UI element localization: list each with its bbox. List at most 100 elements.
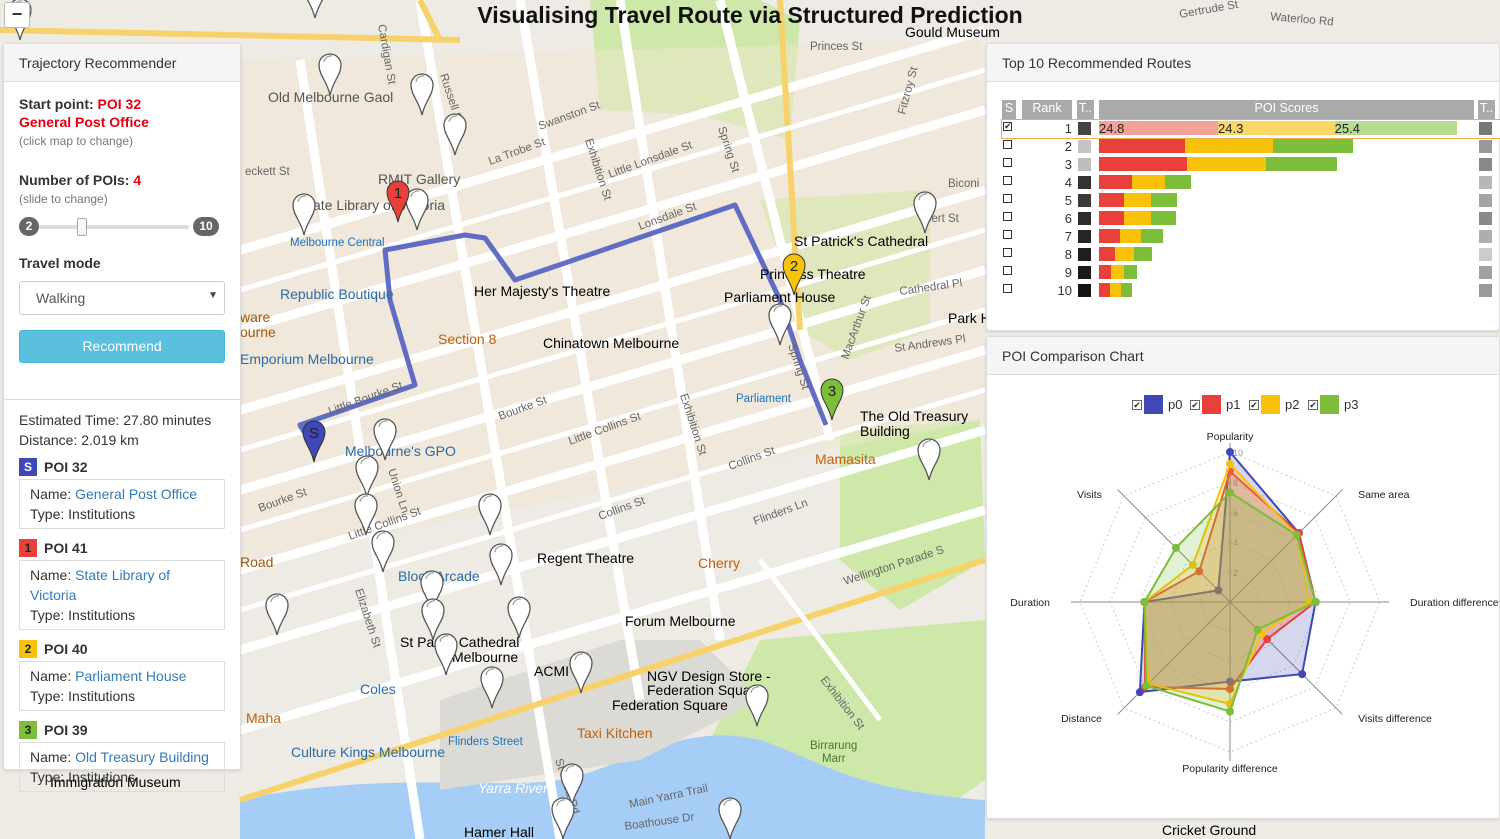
radar-axis-label: Duration difference: [1410, 597, 1499, 609]
legend-swatch: [1202, 395, 1221, 414]
route-marker-icon[interactable]: 2: [782, 253, 806, 296]
route-checkbox[interactable]: [1003, 248, 1012, 257]
header-rank[interactable]: Rank: [1022, 100, 1072, 120]
route-rank: 3: [1064, 157, 1072, 172]
route-row[interactable]: 9: [1002, 264, 1500, 282]
route-checkbox[interactable]: [1003, 284, 1012, 293]
route-marker-icon[interactable]: 3: [820, 378, 844, 421]
legend-checkbox[interactable]: ✔: [1308, 399, 1318, 410]
map-marker-icon[interactable]: [507, 596, 531, 639]
route-total-swatch: [1479, 158, 1492, 171]
route-checkbox[interactable]: [1003, 212, 1012, 221]
route-row[interactable]: 8: [1002, 246, 1500, 264]
poi-score-bar: [1111, 265, 1125, 279]
map-marker-icon[interactable]: [480, 666, 504, 709]
map-marker-icon[interactable]: [318, 53, 342, 96]
route-checkbox[interactable]: [1003, 266, 1012, 275]
header-select[interactable]: S: [1002, 100, 1016, 120]
radar-point: [1226, 685, 1234, 693]
poi-marker-badge: 1: [19, 539, 37, 557]
legend-item[interactable]: ✔ p2: [1249, 395, 1299, 414]
header-t1[interactable]: T..: [1077, 100, 1094, 120]
route-row[interactable]: 7: [1002, 228, 1500, 246]
svg-text:Gould Museum: Gould Museum: [905, 24, 1000, 40]
map-marker-icon[interactable]: [489, 543, 513, 586]
legend-item[interactable]: ✔ p0: [1132, 395, 1182, 414]
header-t2[interactable]: T..: [1478, 100, 1495, 120]
route-row[interactable]: 4: [1002, 174, 1500, 192]
route-row[interactable]: 5: [1002, 192, 1500, 210]
route-row[interactable]: 10: [1002, 282, 1500, 300]
map-marker-icon[interactable]: [371, 530, 395, 573]
grey-poi-markers[interactable]: [8, 0, 941, 839]
route-checkbox[interactable]: [1003, 176, 1012, 185]
poi-name-link[interactable]: State Library of Victoria: [30, 567, 171, 603]
recommend-button[interactable]: Recommend: [19, 330, 225, 363]
route-checkbox[interactable]: [1003, 158, 1012, 167]
legend-item[interactable]: ✔ p1: [1190, 395, 1240, 414]
route-checkbox[interactable]: [1003, 194, 1012, 203]
radar-point: [1298, 670, 1307, 679]
route-marker-icon[interactable]: 1: [386, 180, 410, 223]
poi-name-link[interactable]: General Post Office: [75, 486, 198, 502]
travel-mode-select[interactable]: Walking ▼: [19, 281, 225, 315]
map-marker-icon[interactable]: [560, 763, 584, 806]
route-marker-icon[interactable]: S: [302, 420, 326, 463]
route-row[interactable]: ✔ 1 24.8 24.3 25.4: [1001, 119, 1500, 139]
map-marker-icon[interactable]: [405, 188, 429, 231]
map-marker-icon[interactable]: [410, 73, 434, 116]
poi-type-label: Type:: [30, 607, 65, 623]
num-pois-slider[interactable]: 2 10: [19, 216, 225, 238]
poi-score-bar: [1099, 247, 1115, 261]
map-marker-icon[interactable]: [718, 797, 742, 839]
route-checkbox[interactable]: [1003, 140, 1012, 149]
route-time-swatch: [1078, 140, 1091, 153]
map-marker-icon[interactable]: [443, 113, 467, 156]
map-marker-icon[interactable]: [355, 455, 379, 498]
route-checkbox[interactable]: ✔: [1003, 121, 1012, 131]
radar-point: [1171, 543, 1180, 552]
map-marker-icon[interactable]: [420, 570, 444, 613]
slider-handle[interactable]: [77, 218, 87, 236]
legend-checkbox[interactable]: ✔: [1132, 399, 1142, 410]
legend-checkbox[interactable]: ✔: [1190, 399, 1200, 410]
radar-axis-label: Popularity: [1207, 431, 1254, 443]
poi-name-link[interactable]: Old Treasury Building: [75, 749, 209, 765]
map-marker-icon[interactable]: [551, 797, 575, 839]
poi-type-label: Type:: [30, 769, 65, 785]
map-marker-icon[interactable]: [478, 493, 502, 536]
map-marker-icon[interactable]: [768, 303, 792, 346]
map-marker-icon[interactable]: [569, 651, 593, 694]
map-marker-icon[interactable]: [354, 493, 378, 536]
map-marker-icon[interactable]: [304, 0, 326, 19]
zoom-out-button[interactable]: −: [4, 2, 30, 28]
poi-name-label: Name:: [30, 749, 72, 765]
poi-score-bar: [1334, 121, 1457, 135]
poi-score-label: 24.8: [1099, 121, 1125, 136]
map-marker-icon[interactable]: [421, 598, 445, 641]
slider-track[interactable]: [39, 225, 189, 229]
map-marker-icon[interactable]: [913, 191, 937, 234]
route-checkbox[interactable]: [1003, 230, 1012, 239]
poi-score-bar: [1099, 193, 1125, 207]
map-marker-icon[interactable]: [265, 593, 289, 636]
svg-text:Section 8: Section 8: [438, 331, 497, 347]
map-marker-icon[interactable]: [292, 193, 316, 236]
map-marker-icon[interactable]: [745, 684, 769, 727]
poi-name-link[interactable]: Parliament House: [75, 668, 187, 684]
route-rank: 4: [1064, 175, 1072, 190]
legend-item[interactable]: ✔ p3: [1308, 395, 1358, 414]
map-marker-icon[interactable]: [434, 633, 458, 676]
route-row[interactable]: 2: [1002, 138, 1500, 156]
header-poi-scores[interactable]: POI Scores: [1099, 100, 1474, 120]
route-row[interactable]: 6: [1002, 210, 1500, 228]
legend-checkbox[interactable]: ✔: [1249, 399, 1259, 410]
route-row[interactable]: 3: [1002, 156, 1500, 174]
poi-marker-badge: S: [19, 458, 37, 476]
map-marker-icon[interactable]: [917, 438, 941, 481]
map-marker-icon[interactable]: [373, 418, 397, 461]
radar-tick-label: 2: [1233, 568, 1238, 578]
route-poi-markers[interactable]: S 1 2 3: [302, 180, 844, 463]
poi-marker-badge: 3: [19, 721, 37, 739]
poi-score-bar: [1099, 175, 1132, 189]
